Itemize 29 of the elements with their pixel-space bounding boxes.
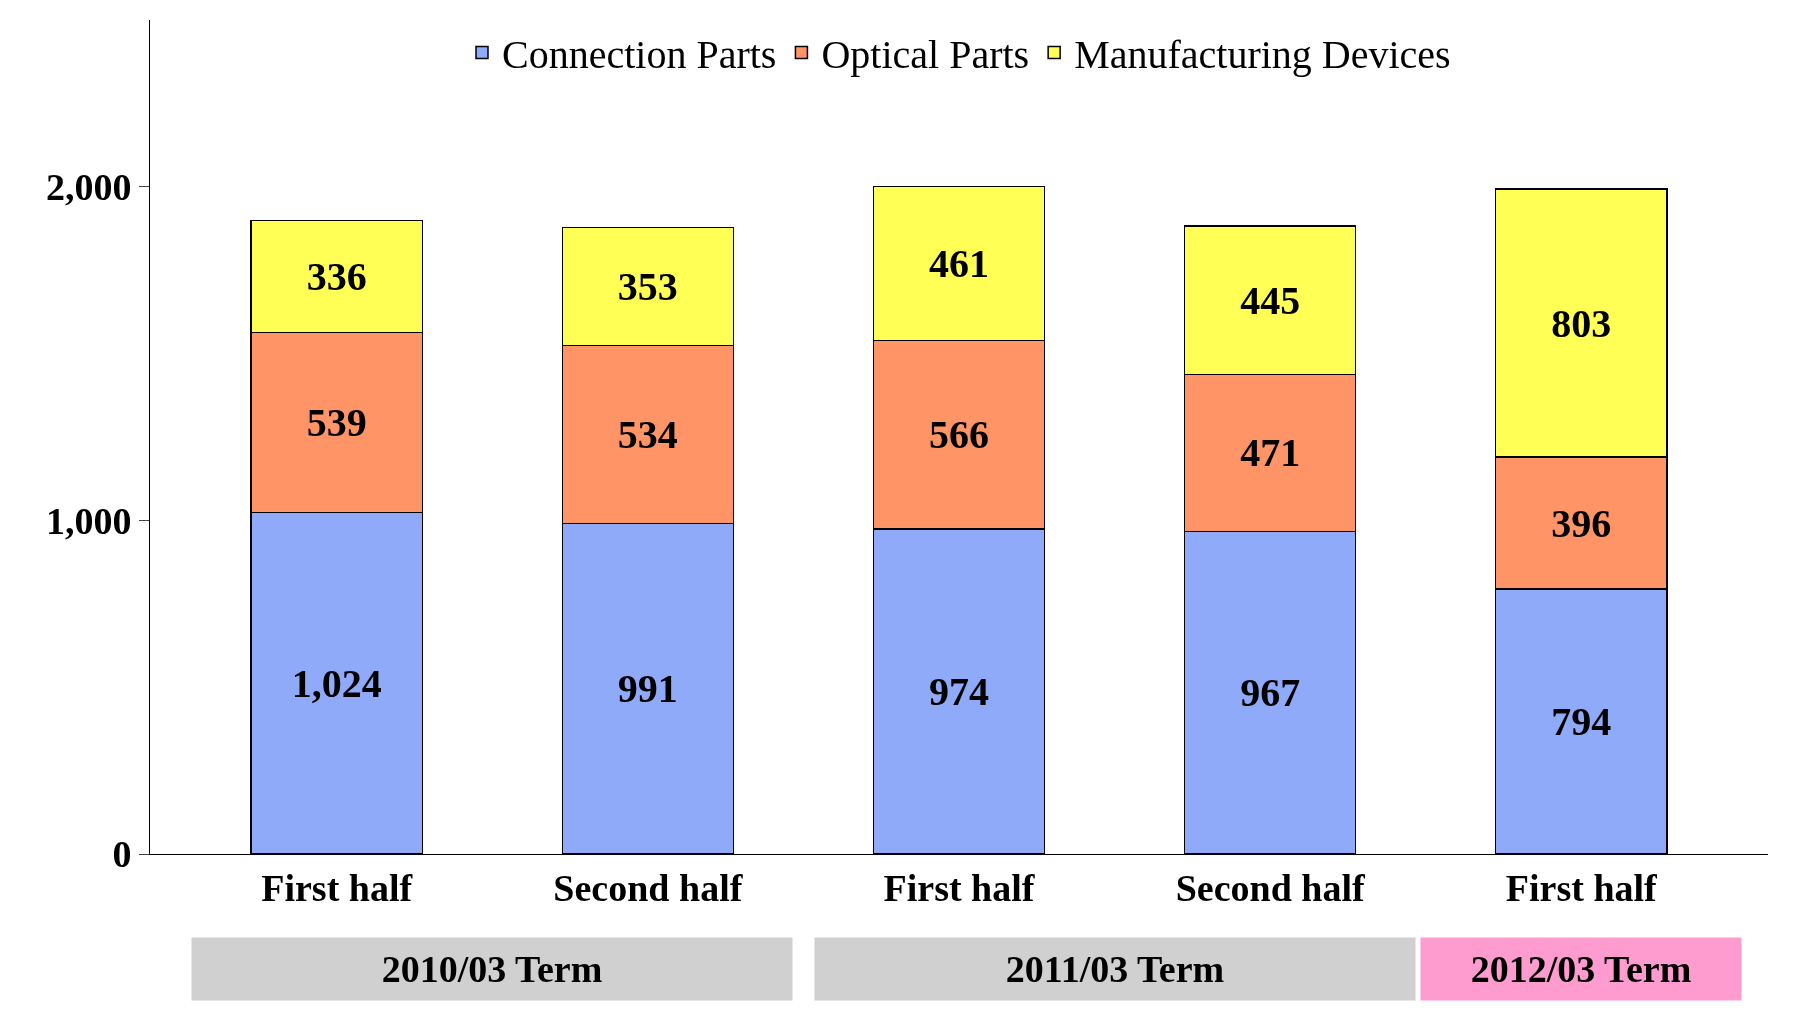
y-tick-label: 2,000 [45, 166, 132, 209]
data-label: 445 [1240, 277, 1301, 323]
data-label: 991 [617, 666, 678, 712]
data-label: 534 [617, 411, 678, 457]
legend-label: Manufacturing Devices [1074, 32, 1451, 78]
data-label: 336 [306, 254, 367, 300]
legend-label: Connection Parts [502, 32, 777, 78]
data-label: 974 [929, 669, 989, 715]
x-tick-label: First half [883, 866, 1036, 909]
data-label: 461 [929, 240, 989, 286]
y-tick-label: 0 [112, 833, 132, 876]
legend-label: Optical Parts [821, 32, 1030, 78]
data-label: 539 [306, 399, 367, 445]
text: 2012/03 Term [1470, 948, 1692, 990]
data-label: 803 [1551, 300, 1612, 346]
data-label: 967 [1240, 670, 1301, 716]
data-label: 396 [1551, 500, 1612, 546]
data-label: 471 [1240, 430, 1301, 476]
x-tick-label: First half [261, 866, 414, 909]
y-tick-label: 1,000 [45, 499, 132, 542]
text: 2010/03 Term [381, 948, 603, 990]
data-label: 794 [1551, 699, 1612, 745]
text: 2011/03 Term [1005, 948, 1225, 990]
x-tick-label: Second half [553, 866, 744, 909]
x-tick-label: First half [1505, 866, 1659, 909]
data-label: 353 [617, 263, 678, 309]
data-label: 1,024 [291, 660, 382, 706]
data-label: 566 [929, 412, 989, 458]
x-tick-label: Second half [1175, 866, 1366, 909]
